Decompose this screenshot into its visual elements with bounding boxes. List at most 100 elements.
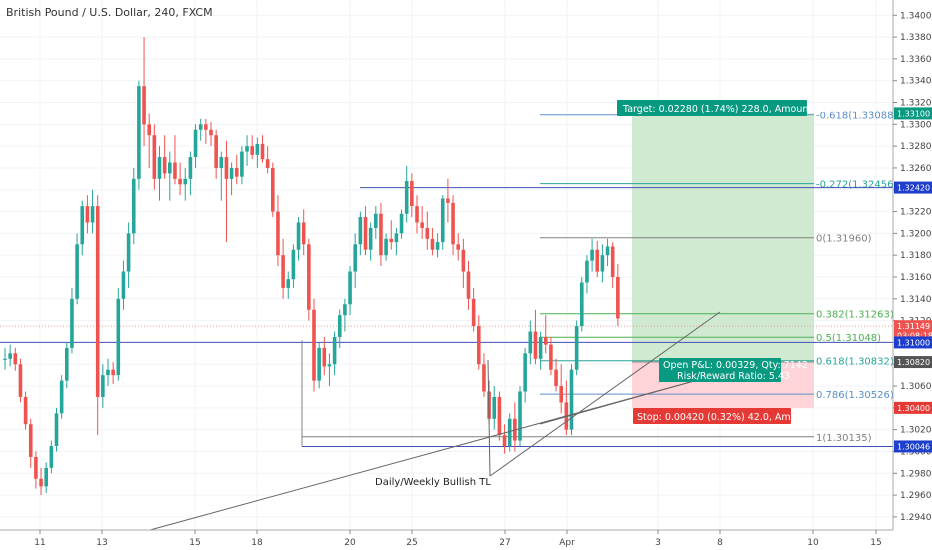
- candle-body: [255, 143, 260, 155]
- pnl-label: Open P&L: 0.00329, Qty: 7142Risk/Reward …: [659, 358, 808, 382]
- price-tag-text: 1.30820: [897, 358, 930, 367]
- candle: [513, 402, 517, 452]
- candle: [75, 233, 79, 305]
- candle-body: [492, 396, 497, 419]
- price-tick-label: 1.31600: [900, 273, 932, 283]
- candle-body: [65, 347, 69, 381]
- candle-body: [121, 271, 126, 299]
- trendline-anchor: [487, 359, 491, 477]
- candle-body: [312, 309, 316, 381]
- candle: [28, 418, 33, 468]
- candle: [528, 320, 533, 365]
- chart-title: British Pound / U.S. Dollar, 240, FXCM: [6, 6, 213, 19]
- candle: [348, 266, 352, 316]
- candle: [106, 358, 110, 387]
- candle: [389, 220, 394, 250]
- candle-body: [523, 353, 527, 392]
- candle: [343, 298, 347, 332]
- candle: [173, 135, 177, 185]
- target-label-bg: [617, 100, 807, 116]
- fib-level-label: 0.618(1.30832): [816, 357, 894, 368]
- price-tag-bg: [894, 181, 932, 194]
- candle: [322, 336, 327, 376]
- candle: [595, 241, 600, 277]
- candle-body: [425, 227, 430, 239]
- candle: [193, 124, 198, 168]
- candle: [384, 233, 388, 261]
- candle: [90, 189, 95, 234]
- candle-body: [142, 86, 146, 125]
- target-text: Target: 0.02280 (1.74%) 228.0, Amount: 1…: [622, 104, 858, 115]
- candle-body: [322, 347, 327, 367]
- candle-body: [446, 198, 450, 203]
- candle: [538, 331, 543, 370]
- candle-body: [410, 181, 414, 207]
- price-tag-text: 1.33100: [897, 109, 930, 118]
- candle-body: [162, 157, 167, 174]
- candle: [353, 233, 357, 288]
- candle: [368, 222, 373, 261]
- candle: [224, 140, 229, 243]
- candle-body: [101, 375, 105, 397]
- candle-body: [296, 222, 301, 250]
- candle-body: [85, 206, 90, 223]
- candle: [260, 135, 265, 163]
- candle-body: [291, 249, 296, 280]
- candle-body: [456, 244, 460, 250]
- candle-body: [34, 456, 38, 479]
- candle: [415, 195, 419, 234]
- price-tag-bg: [894, 440, 932, 453]
- candle: [600, 244, 605, 283]
- candle: [162, 135, 167, 179]
- price-tick-label: 1.29400: [900, 513, 932, 523]
- candle: [296, 217, 301, 261]
- trendline-annotation: Daily/Weekly Bullish TL: [375, 477, 491, 488]
- candle-body: [281, 255, 285, 288]
- candle: [54, 407, 59, 452]
- candle-body: [379, 213, 383, 256]
- candle: [358, 211, 363, 256]
- candle-body: [111, 369, 115, 376]
- candle-body: [580, 282, 584, 327]
- candle-body: [276, 211, 280, 256]
- candle-body: [374, 213, 378, 228]
- price-tick-label: 1.32800: [900, 142, 932, 152]
- price-tick-label: 1.32600: [900, 164, 932, 174]
- candle-body: [131, 178, 136, 234]
- time-axis-bg: [0, 530, 893, 550]
- price-tick-label: 1.33800: [900, 33, 932, 43]
- stop-text: Stop: 0.00420 (0.32%) 42.0, Amount: 970: [637, 412, 837, 423]
- target-label: Target: 0.02280 (1.74%) 228.0, Amount: 1…: [617, 100, 858, 116]
- price-tag-text: 1.30046: [897, 442, 930, 451]
- candle: [605, 238, 610, 267]
- candle: [492, 386, 497, 430]
- candle-body: [528, 331, 533, 354]
- candle: [327, 353, 332, 387]
- candle-body: [307, 244, 311, 310]
- candle: [446, 178, 450, 223]
- candle-body: [404, 181, 409, 214]
- candle-body: [600, 255, 605, 272]
- candle-body: [451, 202, 455, 245]
- candle-body: [518, 391, 522, 441]
- candle: [271, 162, 275, 218]
- candle-body: [435, 242, 440, 250]
- candle-body: [18, 364, 23, 397]
- candle: [610, 242, 615, 288]
- price-tick-label: 1.33600: [900, 55, 932, 65]
- candle-body: [507, 418, 512, 447]
- candle-body: [152, 135, 157, 179]
- candle: [399, 209, 404, 239]
- candle-body: [147, 124, 151, 136]
- time-tick-label: 18: [251, 538, 263, 548]
- candle: [410, 173, 414, 218]
- price-tag-bg: [894, 401, 932, 414]
- candle-body: [585, 260, 589, 283]
- candle-body: [301, 222, 306, 245]
- candle-body: [188, 157, 193, 179]
- candle: [477, 315, 481, 370]
- price-tag-bg: [894, 107, 932, 120]
- candle-body: [13, 353, 18, 365]
